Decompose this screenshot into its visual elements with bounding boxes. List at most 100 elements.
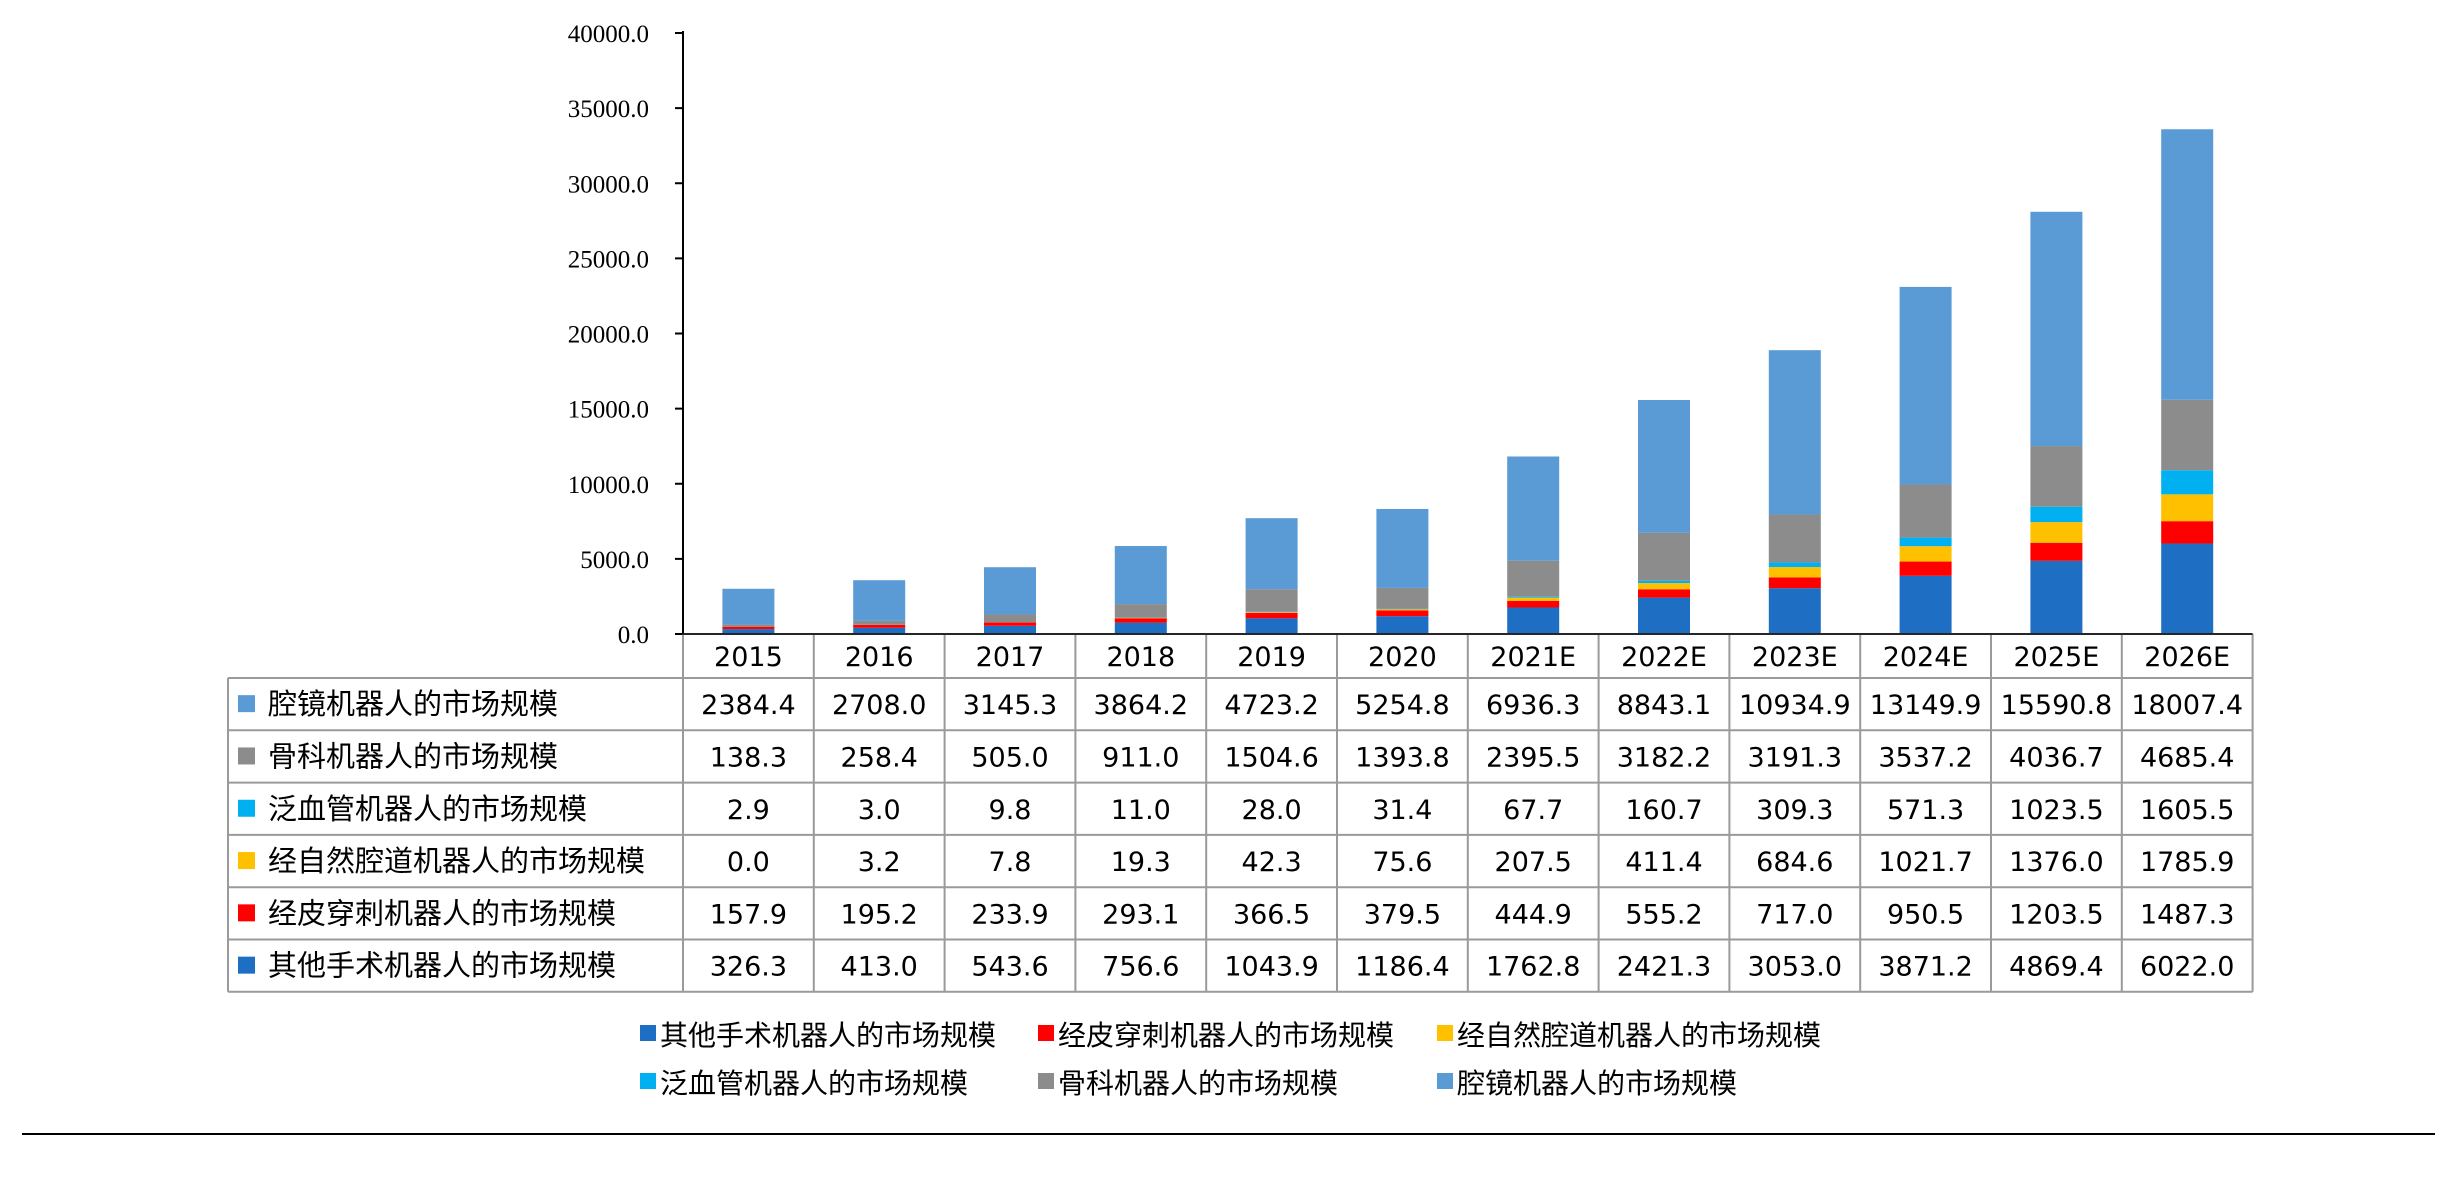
- bar-segment: [1768, 350, 1821, 515]
- bar-segment: [1376, 587, 1429, 609]
- bar-segment: [853, 620, 906, 625]
- data-label: 911.0: [1102, 742, 1179, 773]
- data-label: 684.6: [1756, 847, 1833, 878]
- table-legend-key: [238, 799, 255, 817]
- data-label: 138.3: [710, 742, 787, 773]
- bar-segment: [1768, 577, 1821, 589]
- data-label: 1186.4: [1355, 952, 1449, 983]
- data-label: 11.0: [1111, 795, 1171, 826]
- x-tick-label: 2016: [845, 642, 914, 673]
- bar-segment: [984, 622, 1036, 626]
- y-tick-label: 0.0: [618, 622, 649, 649]
- data-label: 1393.8: [1355, 742, 1449, 773]
- bar-segment: [1768, 567, 1821, 578]
- table-row-label: 骨科机器人的市场规模: [268, 739, 558, 773]
- y-tick-label: 40000.0: [568, 21, 649, 48]
- table-row-label: 腔镜机器人的市场规模: [268, 687, 558, 721]
- data-label: 1376.0: [2009, 847, 2103, 878]
- data-label: 19.3: [1111, 847, 1171, 878]
- bar-segment: [1638, 580, 1690, 584]
- bar-segment: [2161, 470, 2214, 495]
- data-label: 1021.7: [1878, 847, 1972, 878]
- data-label: 10934.9: [1739, 690, 1851, 721]
- data-label: 2421.3: [1617, 952, 1711, 983]
- bar-segment: [984, 625, 1036, 634]
- table-legend-key: [238, 747, 255, 765]
- bar-segment: [1245, 589, 1298, 612]
- data-label: 7.8: [989, 847, 1032, 878]
- data-label: 326.3: [710, 952, 787, 983]
- bar-segment: [853, 627, 906, 634]
- bar-segment: [984, 567, 1036, 615]
- data-label: 157.9: [710, 899, 787, 930]
- data-label: 1504.6: [1224, 742, 1318, 773]
- bar-segment: [1638, 597, 1690, 634]
- bar-segment: [2161, 521, 2214, 544]
- data-label: 2.9: [727, 795, 770, 826]
- bar-segment: [1899, 537, 1952, 547]
- data-label: 717.0: [1756, 899, 1833, 930]
- data-label: 309.3: [1756, 795, 1833, 826]
- bar-segment: [1768, 514, 1821, 563]
- data-label: 1487.3: [2140, 899, 2234, 930]
- data-label: 4685.4: [2140, 742, 2234, 773]
- data-label: 950.5: [1887, 899, 1964, 930]
- data-label: 0.0: [727, 847, 770, 878]
- bar-segment: [853, 580, 906, 621]
- bar-segment: [1507, 596, 1560, 598]
- bar-segment: [1507, 600, 1560, 608]
- bar-segment: [2161, 129, 2214, 400]
- data-label: 4869.4: [2009, 952, 2103, 983]
- data-label: 571.3: [1887, 795, 1964, 826]
- data-label: 42.3: [1242, 847, 1302, 878]
- table-row-label: 经皮穿刺机器人的市场规模: [268, 896, 616, 930]
- bar-segment: [984, 614, 1036, 623]
- bar-segment: [1245, 618, 1298, 634]
- bar-segment: [1768, 562, 1821, 568]
- legend-key: [1038, 1073, 1054, 1089]
- bar-segment: [1638, 400, 1690, 533]
- bar-segment: [722, 588, 775, 625]
- legend-label: 经皮穿刺机器人的市场规模: [1058, 1019, 1394, 1052]
- bar-segment: [1899, 546, 1952, 562]
- y-tick-label: 20000.0: [568, 322, 649, 349]
- x-tick-label: 2021E: [1490, 642, 1576, 673]
- data-label: 3145.3: [963, 690, 1057, 721]
- table-legend-key: [238, 904, 255, 922]
- x-tick-label: 2015: [714, 642, 783, 673]
- y-tick-label: 5000.0: [580, 547, 649, 574]
- bar-segment: [1245, 612, 1298, 613]
- bar-segment: [1507, 456, 1560, 561]
- data-label: 4723.2: [1224, 690, 1318, 721]
- data-label: 413.0: [841, 952, 918, 983]
- data-label: 3.0: [858, 795, 901, 826]
- bar-segment: [2161, 494, 2214, 522]
- data-label: 8843.1: [1617, 690, 1711, 721]
- table-legend-key: [238, 956, 255, 974]
- x-tick-label: 2022E: [1621, 642, 1707, 673]
- bar-segment: [1245, 518, 1298, 590]
- bar-segment: [1899, 484, 1952, 538]
- data-label: 3053.0: [1748, 952, 1842, 983]
- y-tick-label: 15000.0: [568, 397, 649, 424]
- x-tick-label: 2024E: [1883, 642, 1969, 673]
- data-label: 555.2: [1625, 899, 1702, 930]
- table-row-label: 泛血管机器人的市场规模: [268, 792, 587, 826]
- data-label: 75.6: [1372, 847, 1432, 878]
- data-label: 1023.5: [2009, 795, 2103, 826]
- legend-key: [640, 1025, 656, 1041]
- y-tick-label: 30000.0: [568, 171, 649, 198]
- bar-segment: [1376, 610, 1429, 617]
- x-tick-label: 2020: [1368, 642, 1437, 673]
- bar-segment: [1899, 286, 1952, 485]
- data-label: 293.1: [1102, 899, 1179, 930]
- table-legend-key: [238, 852, 255, 870]
- bar-segment: [1114, 618, 1167, 623]
- bar-segment: [1376, 616, 1429, 634]
- table-row-label: 其他手术机器人的市场规模: [268, 949, 616, 983]
- bar-segment: [2030, 446, 2083, 507]
- legend-key: [1437, 1073, 1453, 1089]
- data-label: 2384.4: [701, 690, 795, 721]
- x-tick-label: 2017: [976, 642, 1045, 673]
- table-row-label: 经自然腔道机器人的市场规模: [268, 844, 645, 878]
